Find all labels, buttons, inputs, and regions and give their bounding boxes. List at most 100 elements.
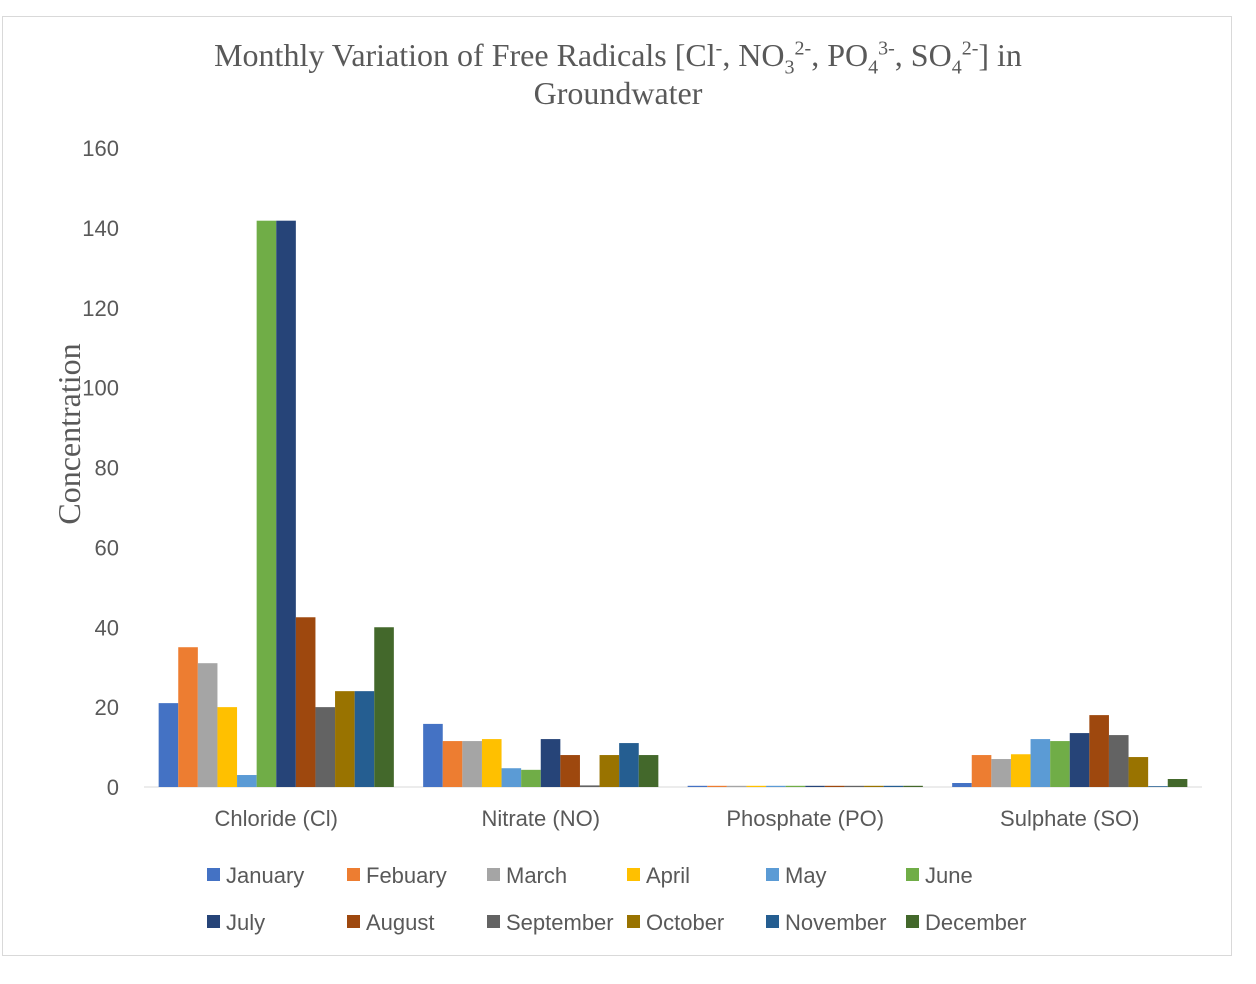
legend-label: July [226,910,265,935]
bar [1167,779,1188,787]
title-part: ] in [978,37,1022,73]
legend-swatch [487,868,500,881]
y-tick-label: 60 [95,535,119,560]
bar [579,785,600,787]
bar [315,707,336,788]
bar [687,785,708,787]
chart-title-line2: Groundwater [533,75,703,111]
bar [805,785,825,787]
legend-swatch [487,915,500,928]
y-tick-label: 40 [95,615,119,640]
legend-swatch [207,868,220,881]
legend-swatch [906,915,919,928]
title-part: , PO [811,37,869,73]
bar [903,785,923,787]
y-tick-label: 20 [95,695,119,720]
bar [442,741,463,787]
x-tick-label: Chloride (Cl) [215,806,338,831]
bar [540,739,561,787]
title-part: 2- [961,37,979,60]
title-part: 2- [794,37,812,60]
bar [560,755,580,787]
legend-label: October [646,910,724,935]
bar [354,691,375,787]
bar [844,785,865,787]
legend-swatch [347,868,360,881]
title-part: 4 [951,56,962,79]
bar [374,627,394,787]
legend-item: December [906,910,1026,935]
legend-swatch [766,868,779,881]
y-tick-label: 0 [107,775,119,800]
bar [237,775,257,787]
bar [1069,733,1090,787]
legend-item: August [347,910,435,935]
bar [501,768,522,787]
legend-label: September [506,910,614,935]
bar [766,785,786,787]
x-tick-label: Phosphate (PO) [726,806,884,831]
bar [521,769,541,787]
legend-swatch [906,868,919,881]
bar [1108,735,1129,787]
bar [883,785,904,787]
legend-swatch [627,868,640,881]
legend-label: August [366,910,435,935]
y-tick-label: 80 [95,456,119,481]
legend-label: January [226,863,304,888]
bar [952,783,972,787]
bar [481,739,502,787]
legend-item: October [627,910,724,935]
bar [971,755,992,787]
bar [1148,786,1168,787]
bar [619,743,639,787]
y-axis-title: Concentration [51,343,87,524]
y-axis-ticks: 0 20 40 60 80 100 120 140 160 [82,136,119,800]
legend-label: May [785,863,827,888]
bar [197,663,218,787]
bar [335,691,355,787]
title-part: Monthly Variation of Free Radicals [Cl [214,37,716,73]
x-tick-label: Sulphate (SO) [1000,806,1139,831]
legend-swatch [766,915,779,928]
bar [276,220,296,787]
bar [217,707,238,788]
bar [1128,757,1149,787]
bar [1030,739,1051,787]
bar [991,759,1011,787]
legend-item: Febuary [347,863,447,888]
bar [638,755,659,787]
title-part: - [715,37,723,60]
legend: January Febuary March April May June July Augus… [207,863,1026,935]
chart-title: Monthly Variation of Free Radicals [Cl-,… [0,36,1236,112]
chart-title-line1: Monthly Variation of Free Radicals [Cl-,… [0,36,1236,77]
y-tick-label: 100 [82,376,119,401]
title-part: 3 [784,56,795,79]
bar-chart: 0 20 40 60 80 100 120 140 160 Concentration Chlo… [51,136,1202,935]
bar [178,647,198,787]
legend-label: November [785,910,886,935]
bar [462,741,482,787]
legend-label: Febuary [366,863,447,888]
legend-swatch [627,915,640,928]
bar [1050,741,1070,787]
legend-label: April [646,863,690,888]
bar [158,703,179,787]
legend-item: April [627,863,690,888]
legend-swatch [347,915,360,928]
bar [864,785,884,787]
legend-swatch [207,915,220,928]
legend-label: June [925,863,973,888]
legend-item: November [766,910,886,935]
title-part: , NO [722,37,785,73]
legend-item: July [207,910,265,935]
chart-frame [2,16,1232,956]
bar [726,785,747,787]
title-part: , SO [894,37,952,73]
legend-item: September [487,910,614,935]
legend-item: January [207,863,304,888]
bar [1010,754,1031,787]
bar [746,785,767,787]
legend-item: June [906,863,973,888]
bar [785,785,806,787]
